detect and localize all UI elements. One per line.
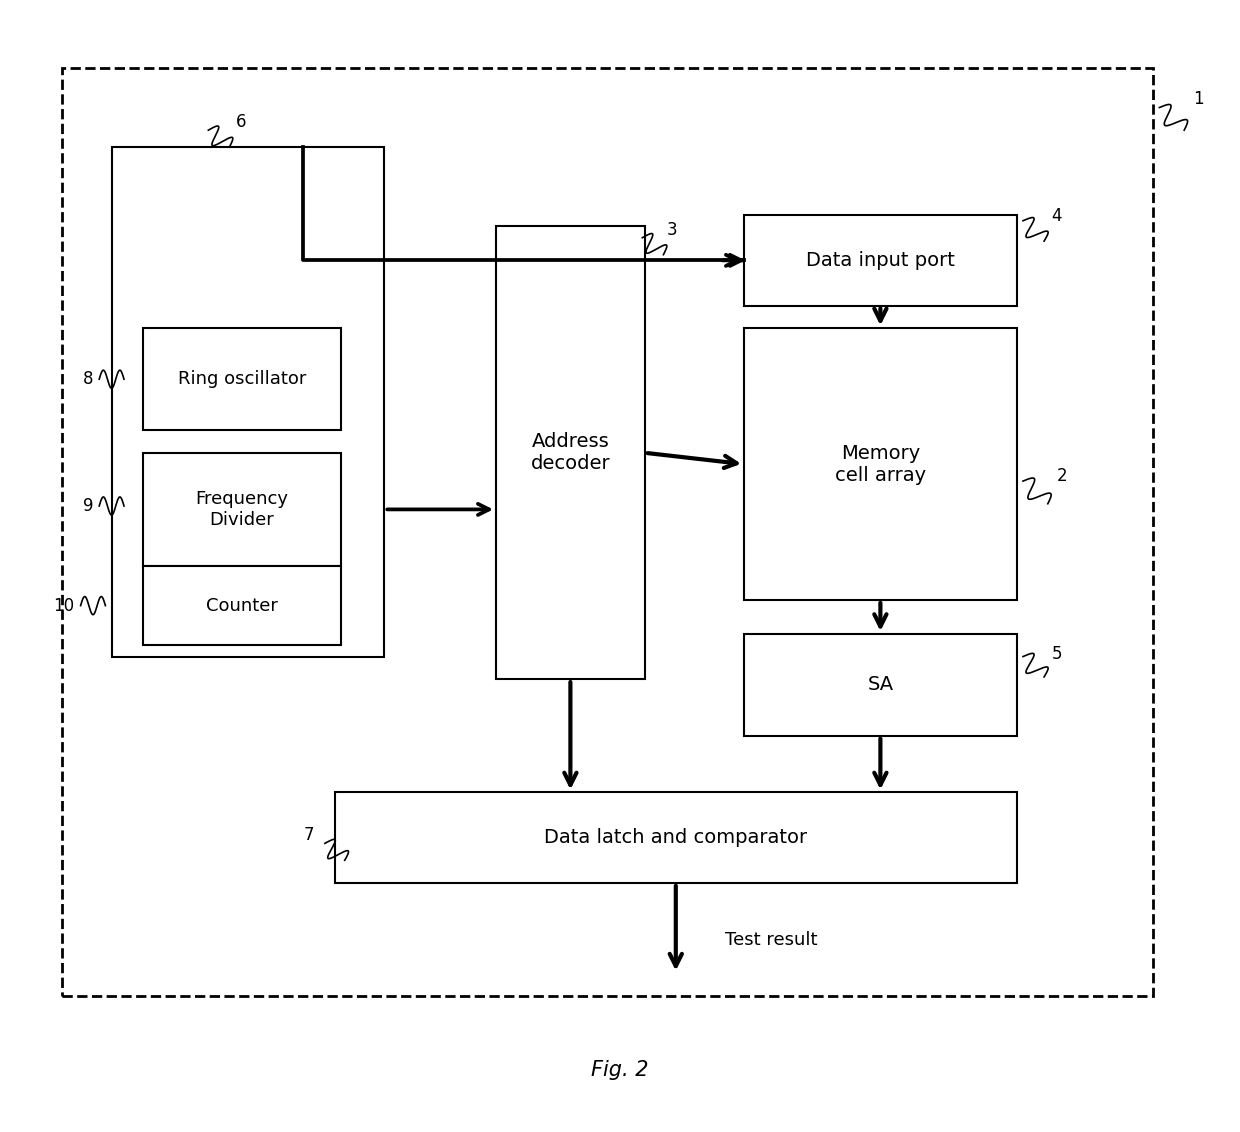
FancyBboxPatch shape — [143, 328, 341, 430]
FancyBboxPatch shape — [744, 634, 1017, 736]
Text: Test result: Test result — [725, 931, 818, 949]
FancyBboxPatch shape — [744, 215, 1017, 306]
Text: 7: 7 — [304, 826, 314, 844]
FancyBboxPatch shape — [496, 226, 645, 679]
Text: Ring oscillator: Ring oscillator — [177, 370, 306, 388]
Text: Data input port: Data input port — [806, 251, 955, 269]
Text: SA: SA — [867, 676, 894, 694]
Text: 8: 8 — [83, 370, 93, 388]
Text: 6: 6 — [236, 113, 246, 131]
FancyBboxPatch shape — [335, 792, 1017, 883]
Text: 3: 3 — [667, 222, 678, 240]
Text: 5: 5 — [1052, 645, 1061, 663]
Text: Frequency
Divider: Frequency Divider — [196, 490, 288, 529]
Text: Memory
cell array: Memory cell array — [835, 444, 926, 484]
FancyBboxPatch shape — [143, 566, 341, 645]
FancyBboxPatch shape — [143, 453, 341, 566]
Text: Data latch and comparator: Data latch and comparator — [544, 829, 807, 847]
Text: 2: 2 — [1056, 468, 1068, 486]
Text: Address
decoder: Address decoder — [531, 432, 610, 473]
Text: 4: 4 — [1052, 207, 1061, 225]
Text: 9: 9 — [83, 497, 93, 515]
Text: 1: 1 — [1193, 91, 1204, 109]
FancyBboxPatch shape — [744, 328, 1017, 600]
FancyBboxPatch shape — [112, 147, 384, 657]
Text: Fig. 2: Fig. 2 — [591, 1060, 649, 1080]
Text: 10: 10 — [53, 597, 74, 615]
Text: Counter: Counter — [206, 597, 278, 615]
